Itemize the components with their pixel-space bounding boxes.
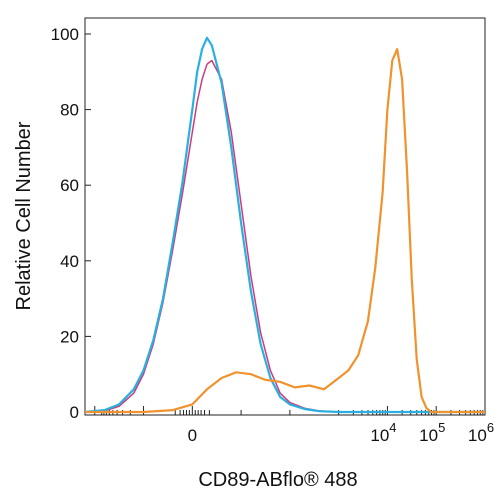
y-axis-ticks — [85, 33, 91, 413]
series-layer — [84, 36, 485, 414]
plot-frame — [84, 17, 486, 416]
y-tick-label: 100 — [51, 25, 79, 44]
histogram-isotype-series — [84, 59, 485, 413]
y-axis-tick-labels: 0 20 40 60 80 100 — [51, 25, 79, 422]
x-axis-title: CD89-ABflo® 488 — [198, 469, 357, 491]
y-tick-label: 80 — [60, 101, 79, 120]
y-tick-label: 0 — [70, 403, 79, 422]
x-axis-ticks — [94, 406, 486, 415]
x-tick-label: 0 — [188, 426, 197, 445]
histogram-unstained-series — [84, 36, 485, 414]
x-tick-label: 105 — [419, 420, 445, 445]
histogram-stained-series — [85, 48, 485, 414]
x-axis-tick-labels: 0 104 105 106 — [188, 420, 494, 445]
x-tick-label: 104 — [370, 420, 396, 445]
y-tick-label: 40 — [60, 252, 79, 271]
x-tick-label: 106 — [468, 420, 494, 445]
y-axis-title: Relative Cell Number — [13, 121, 35, 310]
y-tick-label: 60 — [60, 176, 79, 195]
y-tick-label: 20 — [60, 327, 79, 346]
